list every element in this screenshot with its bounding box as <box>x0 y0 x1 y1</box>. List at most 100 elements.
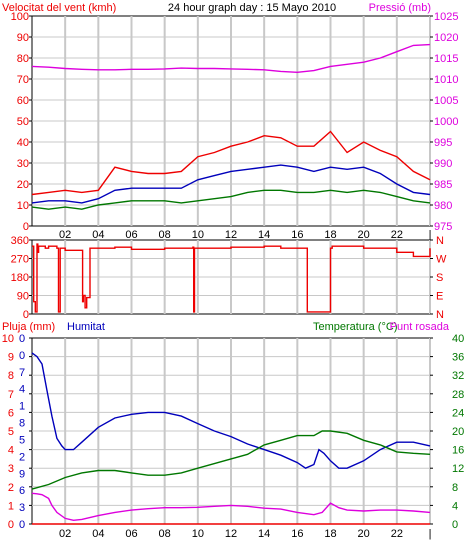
tick-label: 1005 <box>434 95 458 107</box>
x-ticks-3: 02 04 06 08 10 12 14 16 18 20 22 | <box>59 528 431 540</box>
tick-label: N <box>436 309 444 321</box>
x-tick-label: 08 <box>159 528 171 540</box>
tick-label: 975 <box>434 221 452 233</box>
tick-label: 70 <box>17 74 29 86</box>
x-tick-label: 08 <box>159 229 171 241</box>
tick-label: 10 <box>17 200 29 212</box>
humidity-tick-label: 8 <box>19 418 25 430</box>
series-group-1 <box>31 43 431 210</box>
wind-pressure-panel: Velocitat del vent (kmh) 24 hour graph d… <box>2 2 458 241</box>
tick-label: 90 <box>17 291 29 303</box>
tick-label: 1000 <box>434 116 458 128</box>
red-series <box>32 243 431 313</box>
x-tick-label: | <box>429 229 432 241</box>
tick-label: 7 <box>8 389 14 401</box>
tick-label: 0 <box>452 519 458 531</box>
x-tick-label: | <box>429 528 432 540</box>
tick-label: 995 <box>434 137 452 149</box>
humidity-tick-label: 5 <box>19 434 25 446</box>
dewpoint-axis-label: Punt rosada <box>390 321 450 333</box>
series-group-2 <box>32 243 431 313</box>
tick-label: 20 <box>452 426 464 438</box>
tick-label: 1025 <box>434 11 458 23</box>
x-tick-label: 18 <box>324 229 336 241</box>
tick-label: S <box>436 272 443 284</box>
tick-label: 1 <box>8 500 14 512</box>
x-tick-label: 02 <box>59 528 71 540</box>
x-tick-label: 14 <box>258 229 270 241</box>
x-tick-label: 16 <box>291 229 303 241</box>
series-group-3 <box>31 352 431 525</box>
x-tick-label: 18 <box>324 528 336 540</box>
x-tick-label: 10 <box>192 528 204 540</box>
chart-title: 24 hour graph day : 15 Mayo 2010 <box>168 2 336 14</box>
tick-label: 36 <box>452 352 464 364</box>
humidity-tick-label: 3 <box>19 502 25 514</box>
x-tick-label: 20 <box>358 528 370 540</box>
tick-label: 40 <box>17 137 29 149</box>
tick-label: 24 <box>452 407 464 419</box>
humidity-tick-label: 1 <box>19 401 25 413</box>
humidity-tick-label: 0 <box>19 350 25 362</box>
tick-label: 100 <box>11 11 29 23</box>
right-ticks-1: 1025 1020 1015 1010 1005 1000 995 990 985 980 975 <box>430 11 458 233</box>
tick-label: 80 <box>17 53 29 65</box>
humidity-tick-label: 6 <box>19 485 25 497</box>
pressure-axis-label: Pressió (mb) <box>369 2 431 14</box>
tick-label: 4 <box>8 445 14 457</box>
rain-axis-label: Pluja (mm) <box>2 321 55 333</box>
tick-label: 0 <box>23 309 29 321</box>
tick-label: 60 <box>17 95 29 107</box>
tick-label: 985 <box>434 179 452 191</box>
tick-label: 1020 <box>434 32 458 44</box>
humidity-axis-label: Humitat <box>67 321 105 333</box>
tick-label: 980 <box>434 200 452 212</box>
tick-label: 8 <box>452 482 458 494</box>
blue-series <box>31 352 431 469</box>
x-tick-label: 16 <box>291 528 303 540</box>
x-ticks-1: 02 04 06 08 10 12 14 16 18 20 22 | <box>59 229 431 241</box>
tick-label: 4 <box>452 500 458 512</box>
humidity-tick-label: 9 <box>19 468 25 480</box>
tick-label: 180 <box>11 272 29 284</box>
x-tick-label: 06 <box>125 229 137 241</box>
tick-label: 6 <box>8 407 14 419</box>
tick-label: 32 <box>452 370 464 382</box>
tick-label: 50 <box>17 116 29 128</box>
x-tick-label: 12 <box>225 229 237 241</box>
x-tick-label: 04 <box>92 528 104 540</box>
tick-label: 5 <box>8 426 14 438</box>
blue-series <box>31 164 431 204</box>
magenta-series <box>31 43 431 74</box>
left-ticks-2: 360 270 180 90 0 <box>11 235 32 321</box>
tick-label: 16 <box>452 445 464 457</box>
tick-label: 9 <box>8 352 14 364</box>
x-tick-label: 22 <box>391 528 403 540</box>
x-tick-label: 22 <box>391 229 403 241</box>
x-tick-label: 12 <box>225 528 237 540</box>
tick-label: 1010 <box>434 74 458 86</box>
humidity-tick-label: 0 <box>19 333 25 345</box>
x-tick-label: 10 <box>192 229 204 241</box>
red-series <box>31 130 431 196</box>
tick-label: 0 <box>8 519 14 531</box>
tick-label: 90 <box>17 32 29 44</box>
tick-label: 12 <box>452 463 464 475</box>
magenta-series <box>31 492 431 522</box>
x-tick-label: 14 <box>258 528 270 540</box>
tick-label: 28 <box>452 389 464 401</box>
rain-humidity-temp-panel: Pluja (mm) Humitat Temperatura (°C) Punt… <box>2 321 465 540</box>
tick-label: 20 <box>17 179 29 191</box>
grid-2 <box>32 240 431 314</box>
green-series <box>31 189 431 210</box>
grid-3 <box>32 338 431 524</box>
humidity-ticks: 0 0 7 4 1 8 5 2 9 6 3 0 <box>19 333 25 531</box>
humidity-tick-label: 0 <box>19 519 25 531</box>
x-tick-label: 20 <box>358 229 370 241</box>
